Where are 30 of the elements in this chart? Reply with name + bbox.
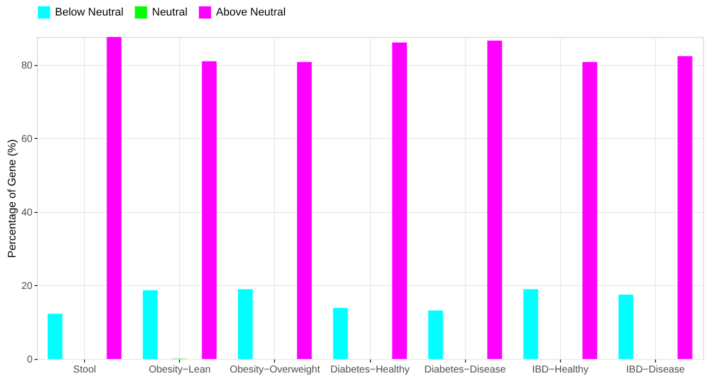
y-tick-label: 20 (21, 280, 33, 292)
y-tick-label: 60 (21, 134, 33, 145)
bar (333, 308, 348, 359)
x-tick-label: Obesity−Lean (148, 364, 211, 376)
y-tick-label: 0 (26, 354, 33, 366)
bar (238, 289, 253, 359)
bar (106, 37, 122, 359)
bar (582, 62, 598, 359)
bar (48, 314, 62, 359)
x-tick-label: IBD−Healthy (532, 364, 588, 376)
bar (202, 61, 217, 359)
bar (428, 310, 443, 359)
bar (678, 56, 692, 359)
x-tick-label: Diabetes−Healthy (330, 364, 410, 376)
bar (618, 294, 634, 359)
bar (392, 42, 407, 359)
bar (297, 62, 312, 359)
legend-label: Below Neutral (55, 6, 124, 18)
legend-label: Above Neutral (216, 6, 286, 18)
bar (487, 40, 502, 359)
y-tick-label: 80 (21, 60, 33, 72)
y-tick-label: 40 (21, 207, 33, 218)
legend-label: Neutral (152, 6, 188, 18)
bar (142, 290, 158, 359)
y-axis-title: Percentage of Gene (%) (6, 139, 18, 258)
bar (523, 289, 538, 359)
x-tick-label: Obesity−Overweight (230, 364, 320, 376)
x-tick-label: IBD−Disease (626, 364, 686, 376)
x-tick-label: Stool (73, 364, 96, 376)
x-tick-label: Diabetes−Disease (424, 364, 506, 376)
